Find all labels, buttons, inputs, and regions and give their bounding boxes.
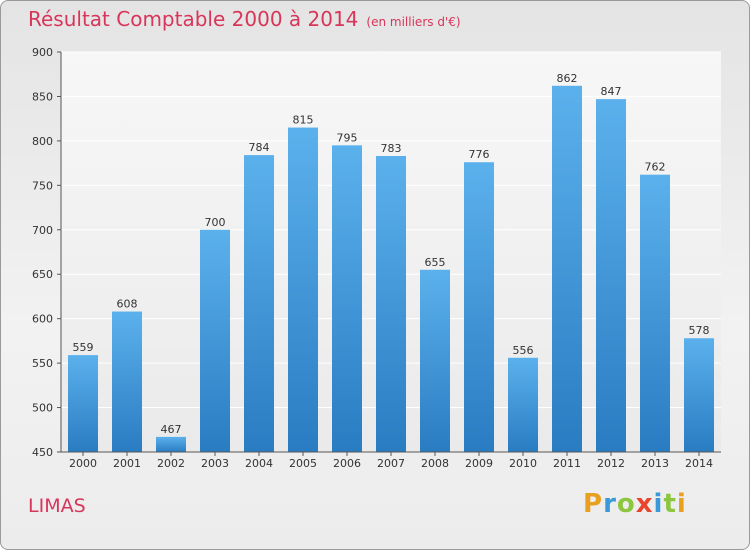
logo-letter: i <box>653 489 664 519</box>
data-label-2006: 795 <box>337 131 358 144</box>
commune-name: LIMAS <box>28 495 86 517</box>
bar-2006 <box>332 145 362 453</box>
y-tick-label: 450 <box>32 446 53 459</box>
y-tick-label: 650 <box>32 268 53 281</box>
x-tick-label: 2006 <box>333 457 361 470</box>
bar-2002 <box>156 436 186 452</box>
y-tick-label: 600 <box>32 313 53 326</box>
x-tick-label: 2013 <box>641 457 669 470</box>
bar-2007 <box>376 156 406 452</box>
data-label-2000: 559 <box>73 341 94 354</box>
bar-2003 <box>200 229 230 452</box>
x-tick-label: 2010 <box>509 457 537 470</box>
y-tick-label: 850 <box>32 90 53 103</box>
x-tick-label: 2014 <box>685 457 713 470</box>
y-tick-label: 550 <box>32 357 53 370</box>
data-label-2002: 467 <box>161 423 182 436</box>
x-tick-label: 2012 <box>597 457 625 470</box>
x-tick-label: 2000 <box>69 457 97 470</box>
data-label-2004: 784 <box>249 141 270 154</box>
bar-2005 <box>288 127 318 453</box>
data-label-2013: 762 <box>645 161 666 174</box>
y-tick-label: 700 <box>32 224 53 237</box>
chart-title-text: Résultat Comptable 2000 à 2014 <box>28 7 359 31</box>
data-label-2007: 783 <box>381 142 402 155</box>
data-label-2011: 862 <box>557 72 578 85</box>
bar-2000 <box>68 355 98 452</box>
bar-2013 <box>640 174 670 452</box>
bar-2014 <box>684 338 714 452</box>
bar-2001 <box>112 311 142 452</box>
logo-letter: r <box>603 489 617 519</box>
x-tick-label: 2003 <box>201 457 229 470</box>
x-tick-label: 2005 <box>289 457 317 470</box>
x-tick-label: 2011 <box>553 457 581 470</box>
proxiti-logo: Proxiti <box>583 489 687 519</box>
data-label-2005: 815 <box>293 114 314 127</box>
bar-2008 <box>420 269 450 452</box>
logo-letter: o <box>616 489 636 519</box>
x-tick-label: 2001 <box>113 457 141 470</box>
x-tick-label: 2004 <box>245 457 273 470</box>
x-tick-label: 2007 <box>377 457 405 470</box>
x-tick-label: 2002 <box>157 457 185 470</box>
bar-2011 <box>552 85 582 453</box>
data-label-2009: 776 <box>469 148 490 161</box>
x-tick-label: 2009 <box>465 457 493 470</box>
y-tick-label: 750 <box>32 179 53 192</box>
bar-2004 <box>244 155 274 452</box>
data-label-2014: 578 <box>689 324 710 337</box>
bar-2012 <box>596 99 626 452</box>
x-tick-label: 2008 <box>421 457 449 470</box>
bar-2010 <box>508 357 538 452</box>
y-tick-label: 900 <box>32 46 53 59</box>
data-label-2003: 700 <box>205 216 226 229</box>
bar-2009 <box>464 162 494 452</box>
logo-letter: i <box>676 489 687 519</box>
y-tick-label: 500 <box>32 402 53 415</box>
logo-letter: x <box>635 489 654 519</box>
data-label-2001: 608 <box>117 298 138 311</box>
data-label-2012: 847 <box>601 85 622 98</box>
data-label-2010: 556 <box>513 344 534 357</box>
chart-title: Résultat Comptable 2000 à 2014 (en millie… <box>28 7 461 31</box>
data-label-2008: 655 <box>425 256 446 269</box>
chart-subtitle: (en milliers d'€) <box>366 15 461 29</box>
logo-letter: t <box>663 489 677 519</box>
logo-letter: P <box>583 489 604 519</box>
y-tick-label: 800 <box>32 135 53 148</box>
